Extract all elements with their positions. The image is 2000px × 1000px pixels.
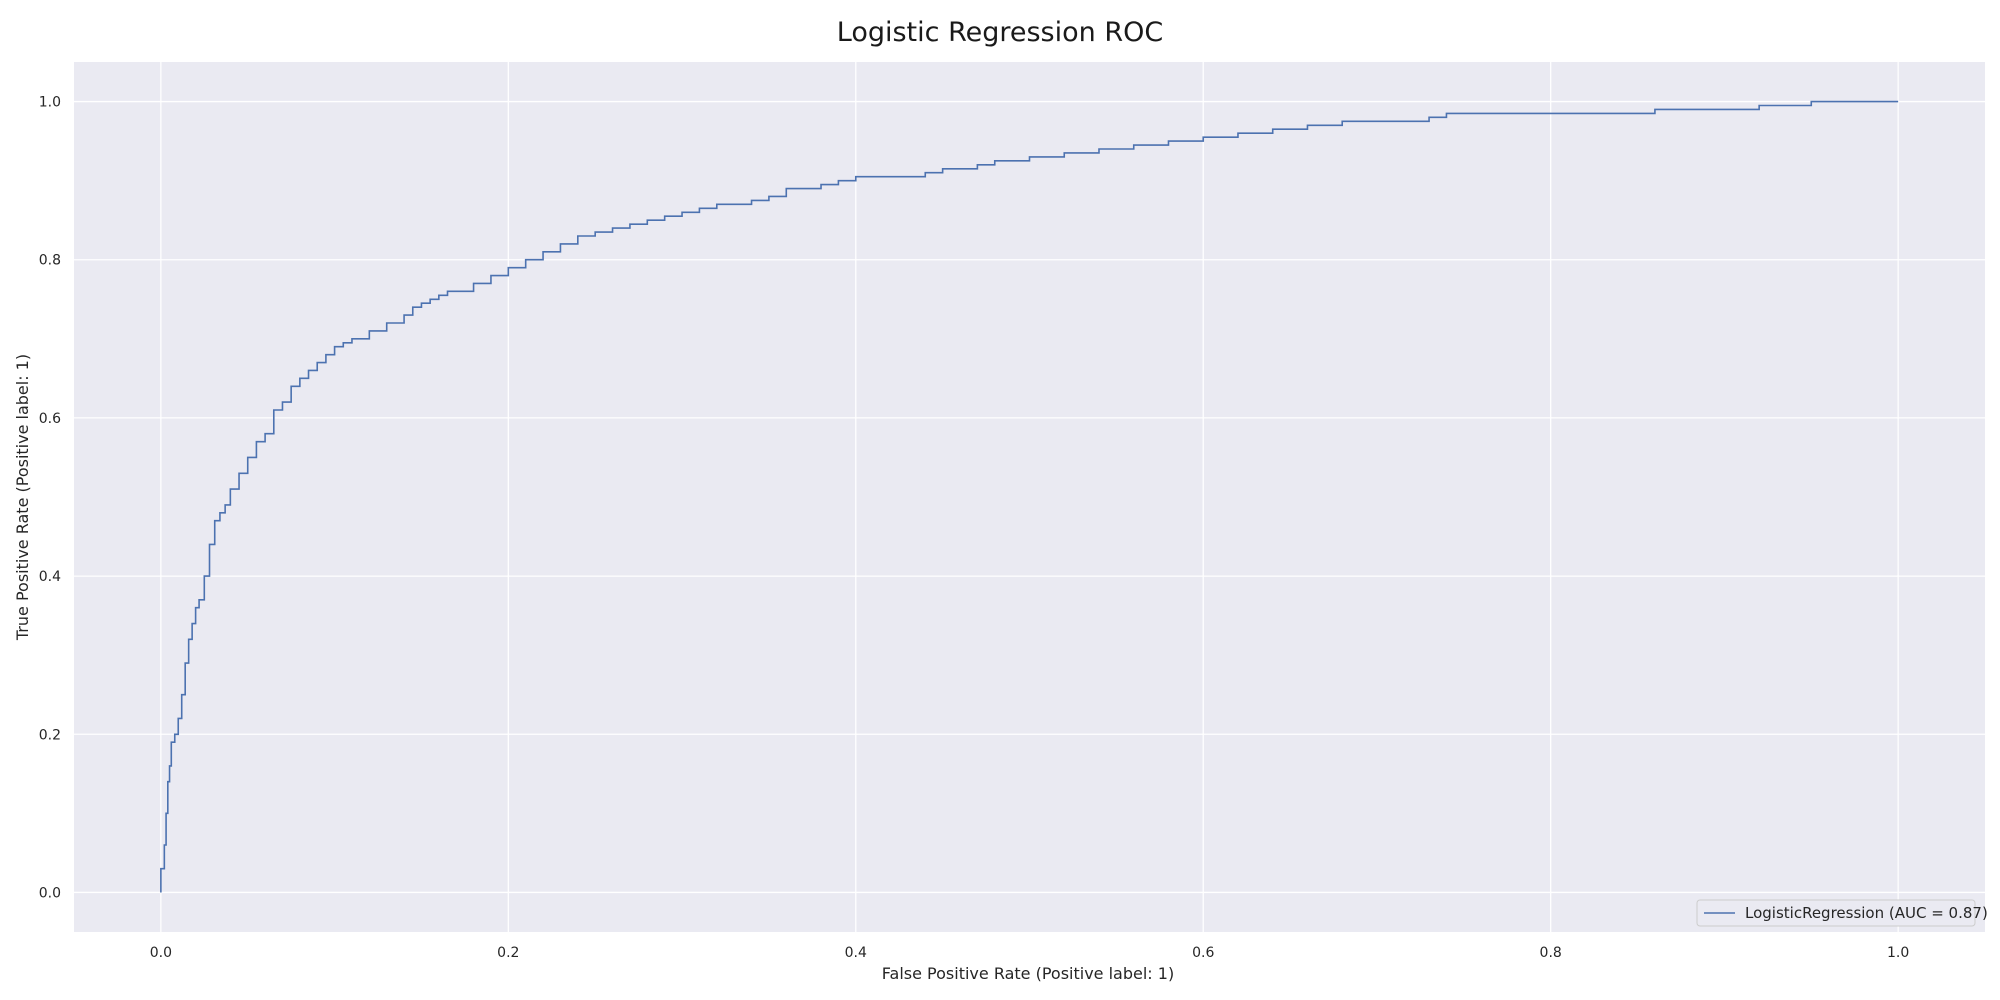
roc-curve-line [160,100,1899,893]
x-axis-label: False Positive Rate (Positive label: 1) [882,964,1174,983]
y-tick-label: 0.6 [39,411,61,427]
plot-area [74,62,1985,932]
y-axis-label: True Positive Rate (Positive label: 1) [13,354,32,641]
x-tick-label: 0.6 [1192,945,1214,961]
tick-labels: 0.0 0.2 0.4 0.6 0.8 1.0 0.0 0.2 0.4 0.6 0.8 1.0 [39,95,1910,961]
chart-title: Logistic Regression ROC [837,17,1163,48]
y-tick-label: 0.8 [39,253,61,269]
grid [74,62,1985,932]
x-tick-label: 0.8 [1540,945,1562,961]
legend-box [1696,899,1976,927]
legend-label: LogisticRegression (AUC = 0.87) [1745,904,1988,922]
x-tick-label: 0.0 [150,945,172,961]
series [160,100,1899,893]
x-tick-label: 0.2 [497,945,519,961]
legend: LogisticRegression (AUC = 0.87) [1696,899,1988,927]
y-tick-label: 1.0 [39,95,61,111]
y-tick-label: 0.2 [39,727,61,743]
y-tick-label: 0.4 [39,569,61,585]
y-tick-label: 0.0 [39,885,61,901]
x-tick-label: 1.0 [1887,945,1909,961]
x-tick-label: 0.4 [845,945,867,961]
